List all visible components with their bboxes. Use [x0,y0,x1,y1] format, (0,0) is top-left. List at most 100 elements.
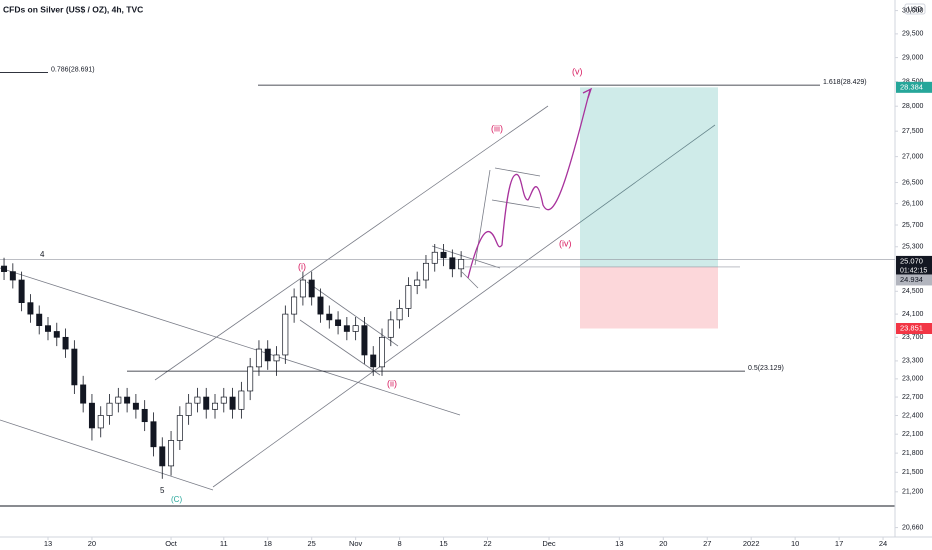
candle-body [335,319,342,327]
y-tick-label: 21,200 [902,489,924,496]
y-tick-label: 23,000 [902,376,924,383]
x-tick-label: 10 [791,539,799,548]
candle-body [361,325,368,356]
wave-label: (i) [298,261,306,271]
x-tick-label: 24 [879,539,887,548]
projection-line [494,167,541,177]
y-tick-label: 27,500 [902,128,924,135]
projection-line [491,199,541,209]
x-tick-label: 17 [835,539,843,548]
candle-body [80,384,87,404]
x-tick-label: 11 [220,539,228,548]
y-tick-label: 21,500 [902,469,924,476]
x-tick-label: 18 [264,539,272,548]
candle-body [212,402,218,410]
candle-body [18,279,25,304]
candle-body [168,440,175,467]
candle-body [343,325,350,332]
wave-label: (ii) [387,378,397,388]
price-badge [896,323,932,335]
y-tick-label: 20,660 [902,524,924,531]
channel-line [154,105,549,381]
candle-body [194,396,201,404]
candle-body [308,279,315,298]
candle-body [317,296,324,315]
price-badge-label: 28.384 [900,82,923,91]
candle-body [291,296,298,315]
channel-line [0,419,214,491]
x-tick-label: 15 [439,539,447,548]
candle-body [97,415,104,429]
price-badge-label: 25.070 [900,256,923,265]
target-zone [580,87,718,267]
candle-body [299,279,306,298]
candle-body [449,257,456,270]
candle-body [62,336,69,350]
x-tick-label: 13 [615,539,623,548]
price-badge [896,274,932,286]
x-tick-label: 27 [703,539,711,548]
candle-body [422,262,429,281]
flag-line [299,319,381,376]
candle-body [379,336,386,368]
candle-body [132,402,139,410]
flag-line [461,271,479,289]
y-tick-label: 25,300 [902,244,924,251]
x-tick-label: Dec [542,539,556,548]
candle-body [255,348,262,368]
currency-box [904,3,926,15]
candle-body [106,402,113,416]
price-badge-label: 23.851 [900,323,923,332]
candle-body [352,325,359,332]
candle-body [264,348,271,362]
wave-label: (v) [572,66,583,76]
candle-body [414,279,421,286]
candle-body [203,396,210,410]
price-badge-label: 24.934 [900,275,923,284]
y-tick-label: 24,500 [902,288,924,295]
stop-zone [580,266,718,329]
candle-body [440,251,447,259]
candle-body [326,313,333,321]
candle-body [220,396,227,404]
x-tick-label: 25 [308,539,316,548]
candle-body [176,415,183,441]
channel-line [0,267,461,416]
fib-label: 0.786(28.691) [51,66,95,73]
x-tick-label: 13 [44,539,52,548]
x-tick-label: 22 [483,539,491,548]
candle-body [282,313,289,356]
x-tick-label: 20 [88,539,96,548]
y-tick-label: 22,400 [902,412,924,419]
projection-arrow [582,87,593,99]
wave-label: 4 [40,250,45,259]
candle-body [229,396,236,410]
candle-body [115,396,122,404]
candle-body [396,308,403,321]
fib-label: 1.618(28.429) [823,79,867,86]
wave-label: (iii) [491,123,503,133]
candle-body [71,348,78,386]
y-tick-label: 25,700 [902,222,924,229]
wave-label: (iv) [559,238,572,248]
wave-label: 5 [160,486,165,495]
candle-body [88,402,95,429]
candle-body [247,366,254,392]
price-badge [896,81,932,93]
candle-body [370,354,377,368]
candle-body [273,354,280,362]
fib-label: 0.5(23.129) [748,365,784,372]
currency: USD [908,6,923,13]
y-tick-label: 24,100 [902,311,924,318]
projection-path [467,89,591,279]
candle-body [185,402,192,416]
y-tick-label: 29,500 [902,31,924,38]
price-badge [896,255,932,276]
candle-body [431,251,438,264]
y-tick-label: 30,000 [902,7,924,14]
flag-line [306,281,399,347]
x-tick-label: 2022 [743,539,760,548]
y-tick-label: 23,300 [902,358,924,365]
